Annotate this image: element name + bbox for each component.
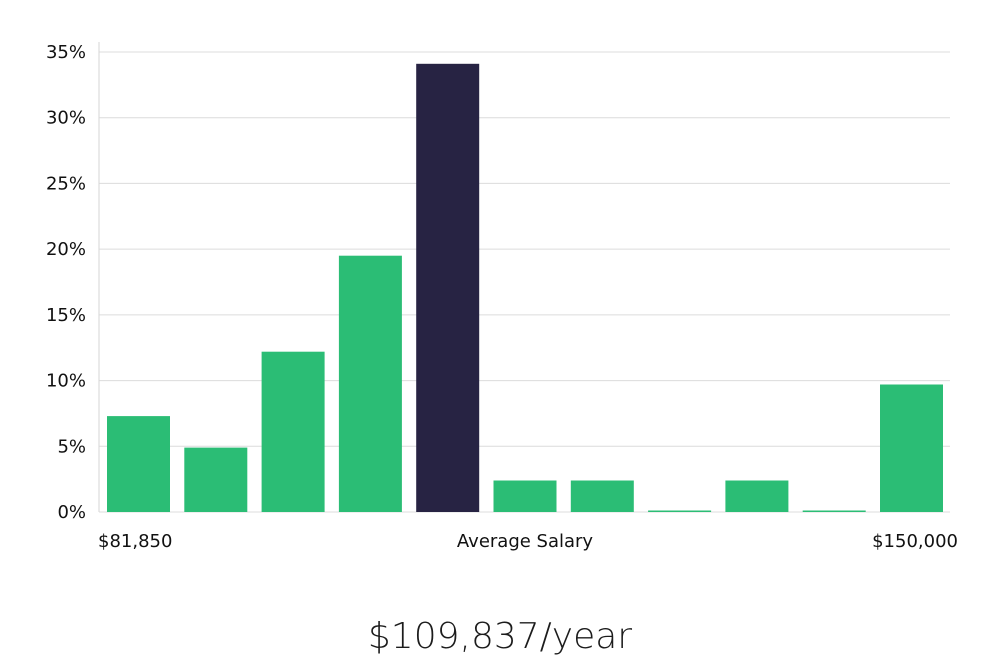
y-tick-label: 0% bbox=[57, 502, 86, 523]
bar bbox=[725, 480, 789, 512]
bars bbox=[107, 63, 943, 513]
x-label-min: $81,850 bbox=[98, 531, 172, 552]
x-label-center: Average Salary bbox=[457, 531, 594, 552]
y-tick-label: 20% bbox=[46, 239, 86, 260]
bar bbox=[107, 416, 170, 512]
bar-average-salary bbox=[416, 63, 480, 513]
y-tick-label: 15% bbox=[46, 305, 86, 326]
y-tick-label: 5% bbox=[57, 436, 86, 457]
bar bbox=[880, 384, 943, 512]
y-tick-label: 30% bbox=[46, 108, 86, 129]
y-tick-label: 25% bbox=[46, 173, 86, 194]
bar bbox=[338, 255, 402, 512]
x-label-max: $150,000 bbox=[872, 531, 958, 552]
bar bbox=[648, 510, 712, 512]
average-salary-value: $109,837/year bbox=[368, 616, 632, 657]
bar bbox=[493, 480, 557, 512]
bar bbox=[802, 510, 866, 512]
bar bbox=[261, 351, 325, 512]
y-tick-label: 10% bbox=[46, 371, 86, 392]
bar bbox=[570, 480, 634, 512]
y-tick-label: 35% bbox=[46, 42, 86, 63]
y-tick-labels: 0% 5% 10% 15% 20% 25% 30% 35% bbox=[46, 42, 86, 523]
bar bbox=[184, 447, 248, 512]
grid-lines bbox=[99, 51, 950, 513]
